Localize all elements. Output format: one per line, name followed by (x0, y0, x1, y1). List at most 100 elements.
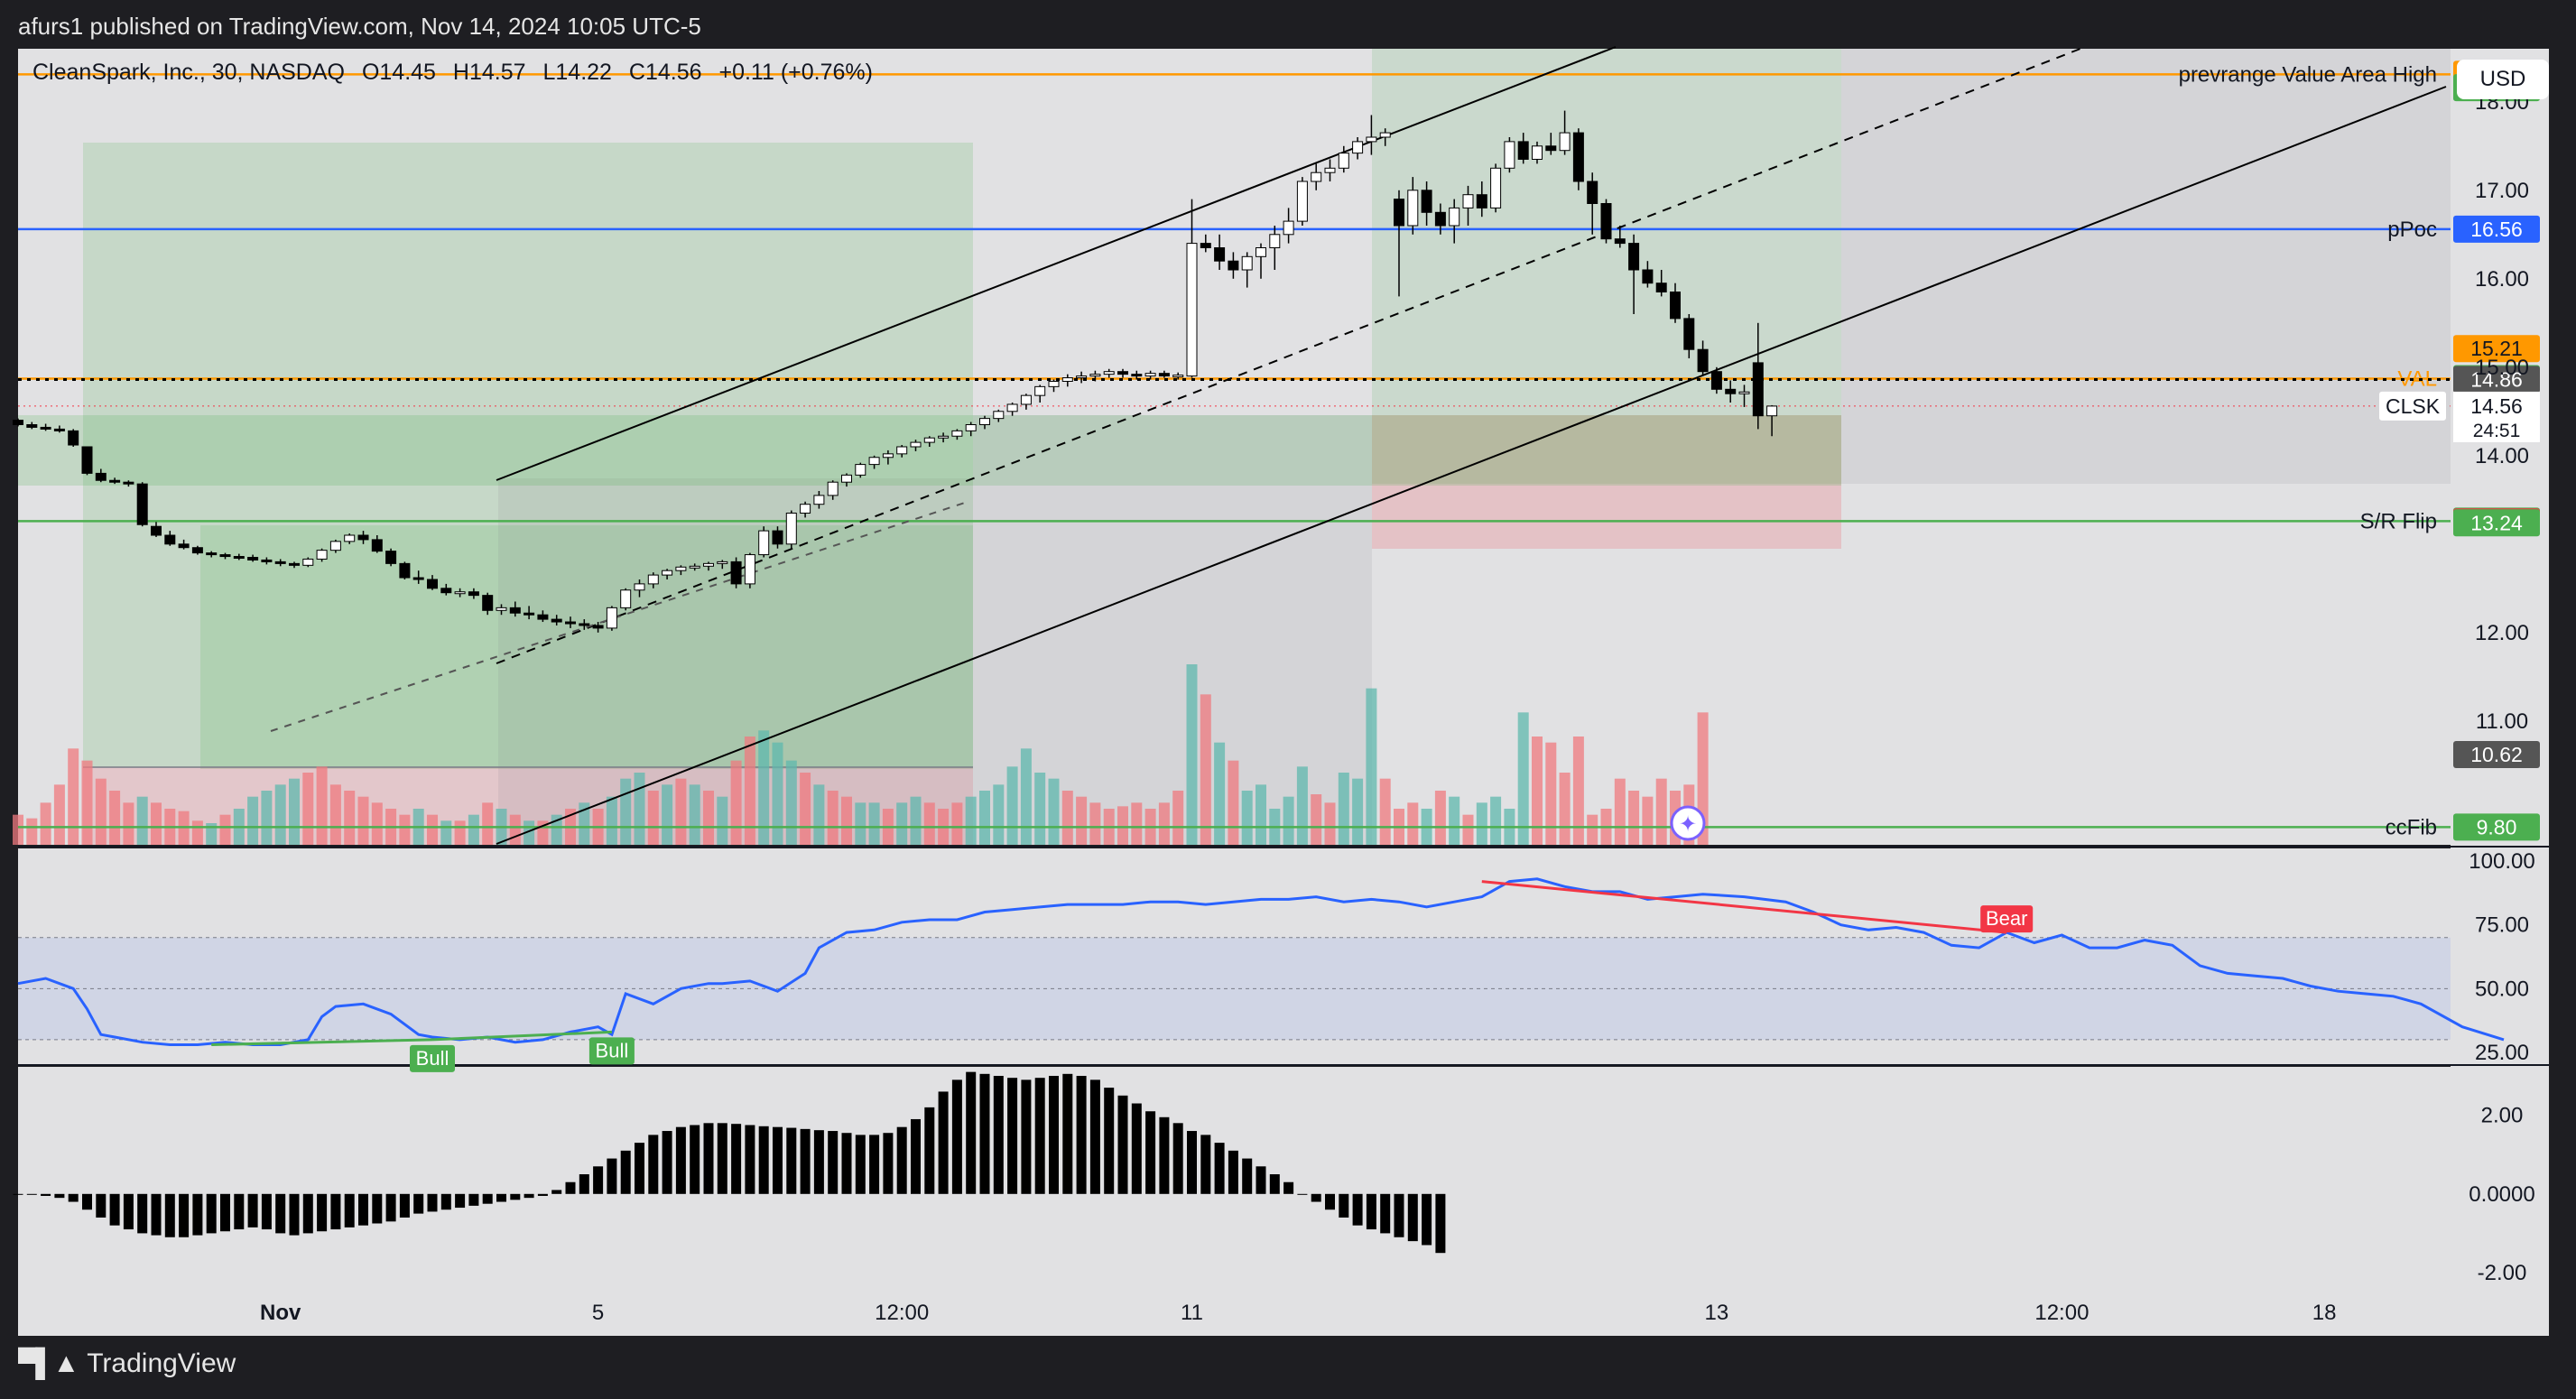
candle-body (1449, 207, 1460, 227)
macd-bar (800, 1128, 811, 1194)
divergence-badge (410, 1044, 455, 1072)
macd-bar (841, 1133, 852, 1194)
volume-bar (109, 791, 121, 845)
volume-bar (717, 796, 728, 845)
volume-bar (136, 796, 148, 845)
macd-bar (579, 1174, 589, 1194)
volume-bar (1572, 737, 1584, 845)
volume-bar (841, 796, 852, 845)
volume-bar (26, 818, 38, 845)
volume-bar (606, 796, 617, 845)
volume-bar (40, 802, 51, 845)
candle-body (1144, 373, 1156, 377)
macd-bar (164, 1193, 175, 1237)
price-axis-pane (2451, 49, 2549, 1282)
candle-body (772, 530, 783, 545)
macd-bar (883, 1133, 894, 1194)
candle-body (81, 446, 93, 474)
volume-bar (329, 784, 341, 845)
currency-button[interactable]: USD (2457, 60, 2549, 99)
candle-body (261, 559, 273, 562)
candle-body (896, 446, 908, 455)
time-axis-label: 5 (592, 1301, 604, 1325)
symbol-legend[interactable]: CleanSpark, Inc., 30, NASDAQ O14.45 H14.… (32, 60, 884, 86)
macd-bar (951, 1079, 962, 1194)
divergence-badge (588, 1037, 635, 1065)
candle-body (965, 424, 977, 431)
macd-axis-label: -2.00 (2478, 1261, 2527, 1285)
sparkle-icon: ✦ (1679, 811, 1697, 837)
volume-bar (744, 737, 755, 845)
macd-bar (607, 1158, 617, 1194)
volume-bar (1076, 796, 1088, 845)
candle-body (1421, 190, 1432, 213)
macd-axis-label: 2.00 (2481, 1104, 2524, 1128)
macd-bar (1159, 1116, 1170, 1194)
macd-bar (496, 1193, 506, 1202)
candle-body (26, 424, 38, 428)
volume-bar (800, 773, 811, 845)
price-tag-text: 14.86 (2470, 368, 2523, 392)
volume-bar (855, 802, 866, 845)
candle-body (1504, 141, 1515, 169)
macd-bar (1117, 1095, 1128, 1194)
volume-bar (289, 778, 300, 845)
macd-bar (399, 1193, 410, 1218)
macd-bar (220, 1193, 230, 1232)
volume-bar (1324, 802, 1336, 845)
candle-body (440, 588, 452, 594)
candle-body (454, 591, 466, 595)
candle-body (468, 591, 479, 597)
candle-body (1490, 167, 1502, 208)
candle-body (1587, 181, 1598, 204)
divergence-line (431, 1030, 612, 1042)
footer-brand: TradingView (87, 1348, 236, 1378)
sparkle-icon (1670, 805, 1706, 841)
volume-bar (357, 796, 369, 845)
candle-body (191, 547, 203, 554)
candle-body (938, 435, 950, 439)
macd-bar (1131, 1103, 1142, 1194)
volume-bar (1020, 748, 1032, 845)
candle-body (136, 483, 148, 525)
channel-line (496, 86, 2447, 845)
time-axis-label: 11 (1181, 1301, 1203, 1325)
volume-bar (689, 784, 700, 845)
macd-bar (482, 1193, 493, 1204)
volume-bar (634, 773, 645, 845)
macd-bar (1062, 1073, 1073, 1194)
divergence-label: Bull (416, 1047, 449, 1070)
divergence-line (1481, 880, 2007, 934)
candle-body (412, 577, 424, 580)
entry-band (18, 415, 1841, 486)
price-axis-label: 16.00 (2475, 267, 2529, 292)
candle-body (1628, 243, 1640, 271)
macd-bar (1228, 1150, 1238, 1194)
last-price-text: 14.56 (2470, 394, 2523, 418)
volume-bar (371, 802, 383, 845)
macd-bar (54, 1193, 65, 1199)
candle-body (592, 625, 604, 629)
macd-bar (1380, 1193, 1391, 1234)
macd-bar (1422, 1193, 1432, 1246)
macd-bar (109, 1193, 120, 1226)
volume-bar (1338, 773, 1349, 845)
macd-bar (786, 1127, 797, 1194)
macd-bar (745, 1125, 755, 1194)
macd-bar (773, 1126, 783, 1194)
macd-bar (1366, 1193, 1376, 1230)
macd-bar (537, 1193, 548, 1196)
volume-bar (1158, 802, 1170, 845)
symbol-tag-text: CLSK (2386, 394, 2441, 418)
volume-bar (1048, 778, 1060, 845)
volume-bar (274, 784, 286, 845)
candle-body (800, 504, 811, 514)
macd-bar (1145, 1111, 1156, 1194)
candle-body (509, 607, 521, 614)
candle-body (496, 607, 507, 611)
price-axis-label: 12.00 (2475, 621, 2529, 645)
macd-bar (68, 1193, 79, 1202)
candle-body (993, 411, 1005, 420)
volume-bar (1283, 796, 1294, 845)
